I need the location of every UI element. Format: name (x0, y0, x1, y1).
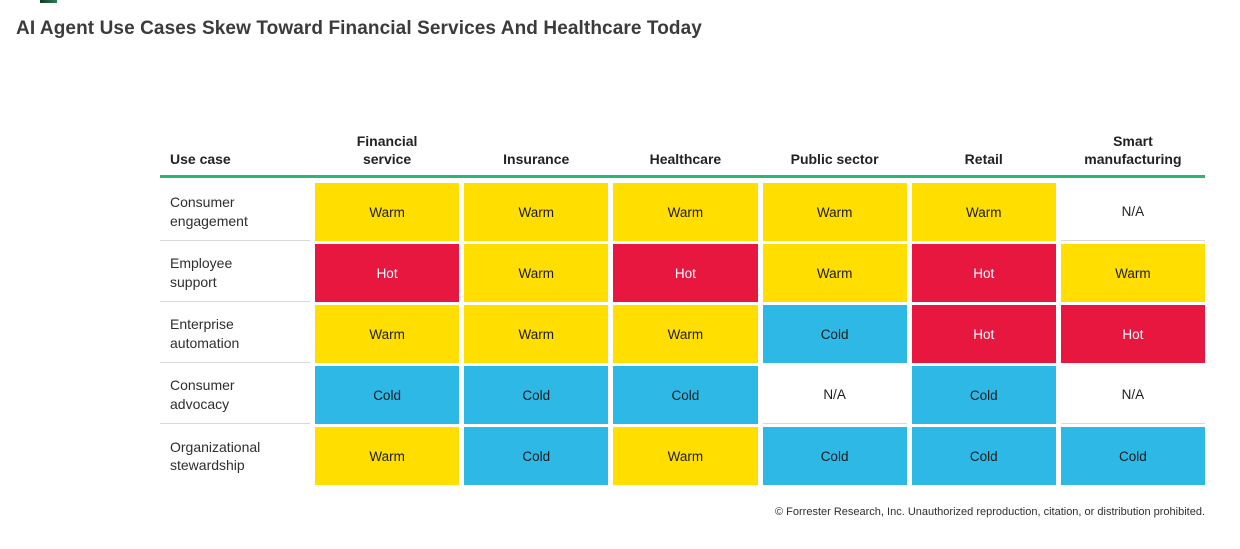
heat-cell-cold: Cold (911, 366, 1056, 424)
heat-cell-hot: Hot (613, 244, 758, 302)
heat-cell-warm: Warm (613, 427, 758, 485)
column-header: Smart manufacturing (1084, 132, 1182, 167)
heat-cell-warm: Warm (315, 427, 460, 485)
heat-cell-warm: Warm (315, 305, 460, 363)
column-header: Financial service (356, 132, 418, 167)
column-header: Public sector (790, 150, 879, 167)
heat-cell-warm: Warm (762, 244, 907, 302)
heat-cell-cold: Cold (911, 427, 1056, 485)
heat-cell-warm: Warm (464, 244, 609, 302)
heat-cell-na: N/A (762, 366, 907, 424)
page-title: AI Agent Use Cases Skew Toward Financial… (16, 18, 702, 39)
heat-cell-na: N/A (1060, 183, 1205, 241)
heat-cell-warm: Warm (762, 183, 907, 241)
heat-cell-cold: Cold (315, 366, 460, 424)
heat-cell-hot: Hot (1060, 305, 1205, 363)
heat-cell-warm: Warm (1060, 244, 1205, 302)
column-header: Insurance (503, 150, 570, 167)
heat-cell-hot: Hot (315, 244, 460, 302)
column-header: Healthcare (649, 150, 722, 167)
heat-cell-warm: Warm (613, 183, 758, 241)
heat-cell-cold: Cold (613, 366, 758, 424)
heat-cell-na: N/A (1060, 366, 1205, 424)
heat-cell-hot: Hot (911, 305, 1056, 363)
table-body: Consumer engagement Warm Warm Warm Warm Warm N… (160, 183, 1205, 485)
row-label: Consumer engagement (160, 183, 310, 241)
heat-cell-warm: Warm (464, 183, 609, 241)
table-header-row: Use case Financial service Insurance Health… (160, 120, 1205, 175)
heat-cell-cold: Cold (464, 366, 609, 424)
column-header: Use case (170, 150, 231, 167)
heat-cell-cold: Cold (1060, 427, 1205, 485)
header-rule (160, 175, 1205, 178)
heat-cell-cold: Cold (464, 427, 609, 485)
cropped-text-artifact (40, 0, 57, 3)
heat-cell-hot: Hot (911, 244, 1056, 302)
heat-cell-warm: Warm (911, 183, 1056, 241)
heat-cell-warm: Warm (464, 305, 609, 363)
heat-cell-warm: Warm (315, 183, 460, 241)
heat-cell-cold: Cold (762, 305, 907, 363)
use-case-heatmap-table: Use case Financial service Insurance Health… (160, 120, 1205, 485)
footer-copyright: © Forrester Research, Inc. Unauthorized … (775, 506, 1205, 518)
row-label: Enterprise automation (160, 305, 310, 363)
row-label: Employee support (160, 244, 310, 302)
row-label: Organizational stewardship (160, 427, 310, 485)
row-label: Consumer advocacy (160, 366, 310, 424)
heat-cell-cold: Cold (762, 427, 907, 485)
heat-cell-warm: Warm (613, 305, 758, 363)
column-header: Retail (964, 150, 1003, 167)
